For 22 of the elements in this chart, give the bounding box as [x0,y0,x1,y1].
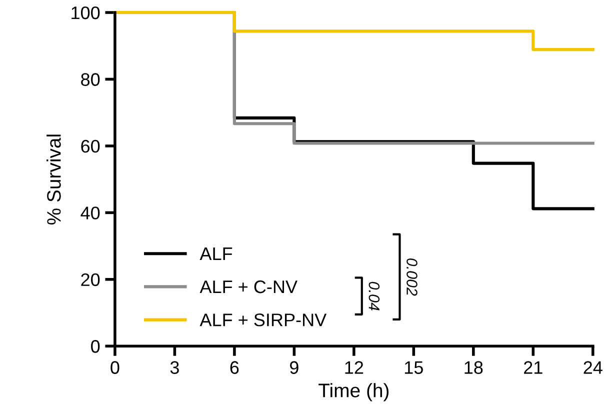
y-tick-label: 60 [81,140,100,153]
x-tick-label: 18 [464,361,483,374]
x-tick-label: 15 [405,361,423,374]
legend-label: ALF + C-NV [200,280,298,294]
annotation: 0.04 [368,282,380,310]
y-axis-title: % Survival [46,134,61,225]
x-tick-label: 24 [584,361,602,374]
x-tick-label: 21 [524,361,542,374]
x-tick-label: 6 [230,361,239,374]
legend-label: ALF + SIRP-NV [200,314,327,326]
legend-label: ALF [200,248,232,260]
y-tick-label: 20 [81,273,100,286]
y-tick-label: 100 [72,6,100,20]
annotation: 0.002 [406,258,418,296]
x-tick-label: 12 [345,361,364,374]
x-axis-title: Time (h) [318,383,389,402]
y-tick-label: 80 [81,73,100,86]
x-tick-label: 9 [290,361,298,374]
y-tick-label: 0 [91,340,100,353]
x-tick-label: 0 [110,361,120,374]
x-tick-label: 3 [170,361,179,374]
y-tick-label: 40 [80,206,100,220]
